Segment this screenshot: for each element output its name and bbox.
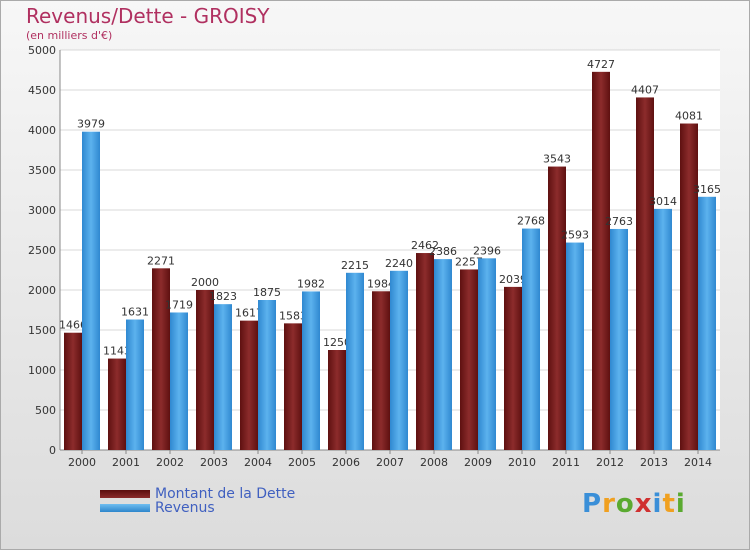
data-label-debt: 4407: [631, 83, 659, 96]
y-tick-label: 4500: [28, 84, 56, 97]
bar-revenue: [654, 208, 672, 450]
x-tick-label: 2002: [156, 456, 184, 469]
data-label-revenue: 3165: [693, 183, 721, 196]
bar-revenue: [390, 270, 408, 450]
bar-debt: [592, 71, 610, 450]
bar-debt: [108, 358, 126, 450]
data-label-debt: 1617: [235, 307, 263, 320]
y-tick-label: 4000: [28, 124, 56, 137]
bar-debt: [460, 269, 478, 450]
bar-revenue: [258, 300, 276, 450]
data-label-debt: 2271: [147, 254, 175, 267]
y-tick-label: 0: [49, 444, 56, 457]
bar-debt: [504, 286, 522, 450]
data-label-revenue: 1719: [165, 298, 193, 311]
data-label-debt: 2000: [191, 276, 219, 289]
data-label-revenue: 1823: [209, 290, 237, 303]
chart-subtitle: (en milliers d'€): [26, 29, 113, 42]
bar-debt: [64, 332, 82, 450]
data-label-revenue: 3979: [77, 118, 105, 131]
y-tick-label: 2000: [28, 284, 56, 297]
bar-revenue: [566, 242, 584, 450]
data-label-debt: 3543: [543, 153, 571, 166]
x-tick-label: 2011: [552, 456, 580, 469]
bar-revenue: [434, 259, 452, 450]
x-tick-label: 2008: [420, 456, 448, 469]
y-tick-label: 500: [35, 404, 56, 417]
bar-revenue: [170, 312, 188, 450]
legend-swatch-debt: [100, 490, 150, 498]
x-tick-label: 2009: [464, 456, 492, 469]
y-tick-label: 2500: [28, 244, 56, 257]
x-tick-label: 2007: [376, 456, 404, 469]
legend-label-debt: Montant de la Dette: [155, 486, 296, 502]
data-label-debt: 1143: [103, 345, 131, 358]
y-tick-label: 3000: [28, 204, 56, 217]
data-label-revenue: 2240: [385, 257, 413, 270]
bar-debt: [416, 253, 434, 450]
data-label-debt: 1466: [59, 319, 87, 332]
bar-revenue: [478, 258, 496, 450]
bar-revenue: [126, 319, 144, 450]
bar-debt: [284, 323, 302, 450]
y-tick-label: 1000: [28, 364, 56, 377]
bar-revenue: [610, 228, 628, 450]
x-tick-label: 2012: [596, 456, 624, 469]
x-tick-label: 2004: [244, 456, 272, 469]
data-label-revenue: 1631: [121, 306, 149, 319]
x-tick-label: 2006: [332, 456, 360, 469]
data-label-debt: 4727: [587, 58, 615, 71]
bar-revenue: [82, 131, 100, 450]
x-tick-label: 2010: [508, 456, 536, 469]
bar-revenue: [302, 291, 320, 450]
data-label-revenue: 2763: [605, 215, 633, 228]
x-tick-label: 2014: [684, 456, 712, 469]
data-label-debt: 2257: [455, 255, 483, 268]
legend-label-revenue: Revenus: [155, 500, 215, 516]
bar-revenue: [346, 272, 364, 450]
legend-item-debt: Montant de la Dette: [100, 486, 295, 502]
data-label-revenue: 2593: [561, 229, 589, 242]
bar-debt: [548, 166, 566, 450]
data-label-revenue: 1875: [253, 286, 281, 299]
bar-debt: [636, 97, 654, 450]
bar-revenue: [522, 228, 540, 450]
chart-title: Revenus/Dette - GROISY: [26, 4, 270, 28]
x-tick-label: 2005: [288, 456, 316, 469]
data-label-revenue: 3014: [649, 195, 677, 208]
y-tick-label: 1500: [28, 324, 56, 337]
bar-revenue: [698, 196, 716, 450]
data-label-debt: 1984: [367, 277, 395, 290]
data-label-debt: 1250: [323, 336, 351, 349]
data-label-revenue: 2386: [429, 245, 457, 258]
data-label-debt: 4081: [675, 110, 703, 123]
data-label-debt: 2462: [411, 239, 439, 252]
data-label-revenue: 2396: [473, 244, 501, 257]
data-label-debt: 1583: [279, 309, 307, 322]
proxiti-logo: Proxiti: [582, 489, 686, 519]
bar-debt: [680, 123, 698, 451]
data-label-debt: 2039: [499, 273, 527, 286]
x-tick-label: 2003: [200, 456, 228, 469]
x-tick-label: 2001: [112, 456, 140, 469]
y-tick-label: 3500: [28, 164, 56, 177]
x-tick-label: 2000: [68, 456, 96, 469]
data-label-revenue: 2215: [341, 259, 369, 272]
y-tick-label: 5000: [28, 44, 56, 57]
x-tick-label: 2013: [640, 456, 668, 469]
bar-revenue: [214, 304, 232, 450]
bar-debt: [152, 268, 170, 450]
legend-item-revenue: Revenus: [100, 500, 215, 516]
bar-debt: [372, 291, 390, 450]
data-label-revenue: 1982: [297, 277, 325, 290]
bar-debt: [240, 320, 258, 450]
bar-debt: [196, 290, 214, 450]
data-label-revenue: 2768: [517, 215, 545, 228]
legend-swatch-revenue: [100, 504, 150, 512]
bar-debt: [328, 350, 346, 450]
